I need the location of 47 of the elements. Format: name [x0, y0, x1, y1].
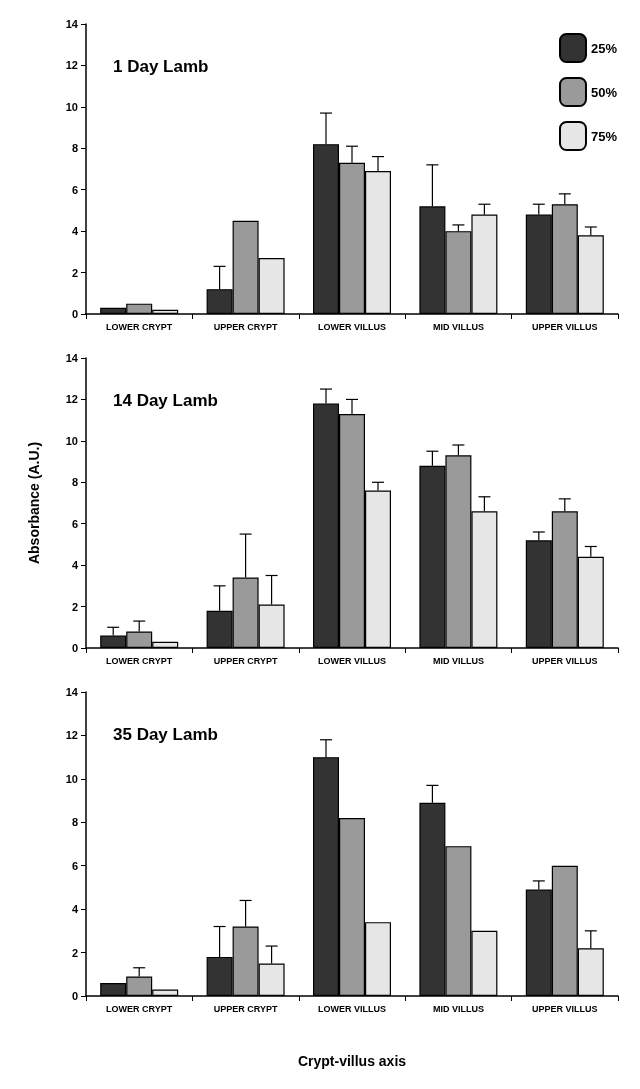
- y-tick-label: 10: [65, 772, 78, 785]
- x-tick-label: LOWER CRYPT: [106, 655, 173, 666]
- y-tick-label: 4: [71, 225, 79, 238]
- y-tick-label: 2: [71, 946, 78, 959]
- y-tick-label: 4: [71, 559, 79, 572]
- legend-label: 50%: [590, 84, 618, 100]
- x-tick-label: UPPER VILLUS: [532, 1003, 598, 1014]
- y-tick-label: 12: [65, 729, 78, 742]
- y-tick-label: 8: [71, 476, 78, 489]
- x-tick-label: LOWER VILLUS: [318, 321, 386, 332]
- x-tick-label: UPPER VILLUS: [532, 655, 598, 666]
- y-tick-label: 14: [65, 686, 79, 698]
- x-tick-label: LOWER VILLUS: [318, 1003, 386, 1014]
- y-tick-label: 12: [65, 59, 78, 72]
- y-axis-title: Absorbance (A.U.): [26, 441, 42, 565]
- y-tick-label: 8: [71, 142, 78, 155]
- text: 14 Day Lamb: [113, 391, 218, 410]
- x-tick-label: MID VILLUS: [432, 655, 484, 666]
- x-tick-label: UPPER CRYPT: [213, 655, 278, 666]
- legend-label: 75%: [590, 128, 618, 144]
- y-tick-label: 10: [65, 100, 78, 113]
- y-tick-label: 6: [71, 183, 78, 196]
- y-tick-label: 14: [65, 18, 79, 30]
- text: 35 Day Lamb: [113, 725, 218, 744]
- y-tick-label: 0: [71, 990, 78, 1002]
- y-tick-label: 10: [65, 434, 78, 447]
- x-tick-label: MID VILLUS: [432, 321, 484, 332]
- y-tick-label: 0: [71, 308, 78, 320]
- legend-label: 25%: [590, 40, 618, 56]
- y-tick-label: 2: [71, 600, 78, 613]
- y-tick-label: 4: [71, 903, 79, 916]
- x-tick-label: LOWER VILLUS: [318, 655, 386, 666]
- x-tick-label: UPPER CRYPT: [213, 1003, 278, 1014]
- y-tick-label: 2: [71, 266, 78, 279]
- y-tick-label: 12: [65, 393, 78, 406]
- x-tick-label: MID VILLUS: [432, 1003, 484, 1014]
- y-tick-label: 0: [71, 642, 78, 654]
- x-axis-title: Crypt-villus axis: [297, 1053, 407, 1069]
- y-tick-label: 6: [71, 517, 78, 530]
- x-tick-label: UPPER CRYPT: [213, 321, 278, 332]
- x-tick-label: LOWER CRYPT: [106, 1003, 173, 1014]
- x-tick-label: UPPER VILLUS: [532, 321, 598, 332]
- y-tick-label: 6: [71, 859, 78, 872]
- y-tick-label: 14: [65, 352, 79, 364]
- y-tick-label: 8: [71, 816, 78, 829]
- x-tick-label: LOWER CRYPT: [106, 321, 173, 332]
- text: 1 Day Lamb: [113, 57, 209, 76]
